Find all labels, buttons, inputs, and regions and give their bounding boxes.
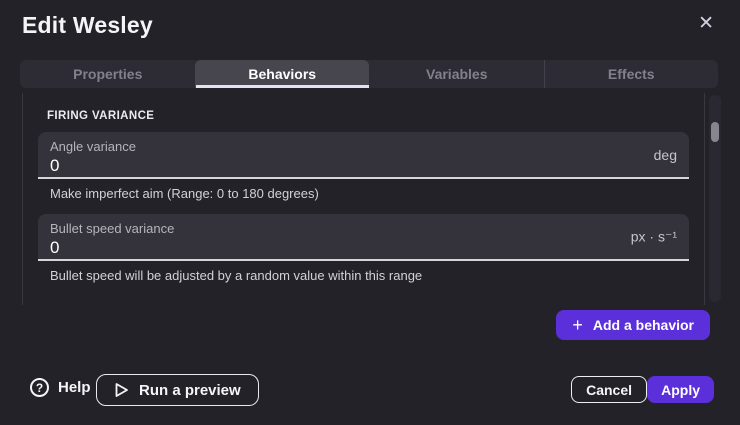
add-behavior-label: Add a behavior <box>592 317 694 333</box>
apply-button[interactable]: Apply <box>647 376 714 403</box>
help-button[interactable]: ? Help <box>30 378 91 397</box>
angle-variance-unit: deg <box>653 146 677 163</box>
help-label: Help <box>58 379 91 396</box>
angle-variance-help: Make imperfect aim (Range: 0 to 180 degr… <box>50 186 319 201</box>
page-title: Edit Wesley <box>22 12 153 38</box>
bullet-speed-variance-label: Bullet speed variance <box>50 221 175 236</box>
scrollbar-track[interactable] <box>709 95 721 302</box>
bullet-speed-variance-unit: px · s⁻¹ <box>630 228 677 244</box>
add-behavior-button[interactable]: + Add a behavior <box>556 310 710 340</box>
run-preview-label: Run a preview <box>139 381 241 399</box>
tab-behaviors[interactable]: Behaviors <box>194 60 369 88</box>
plus-icon: + <box>572 315 583 335</box>
angle-variance-label: Angle variance <box>50 139 136 154</box>
run-preview-button[interactable]: Run a preview <box>96 374 259 406</box>
angle-variance-field[interactable]: Angle variance deg <box>38 132 689 179</box>
help-icon: ? <box>30 378 49 397</box>
behaviors-scroll-area: FIRING VARIANCE Angle variance deg Make … <box>22 93 705 305</box>
tab-properties[interactable]: Properties <box>73 66 143 82</box>
angle-variance-input[interactable] <box>50 156 470 176</box>
bullet-speed-variance-help: Bullet speed will be adjusted by a rando… <box>50 268 423 283</box>
close-icon[interactable]: ✕ <box>698 13 714 34</box>
bullet-speed-variance-field[interactable]: Bullet speed variance px · s⁻¹ <box>38 214 689 261</box>
cancel-button[interactable]: Cancel <box>571 376 647 403</box>
tab-effects[interactable]: Effects <box>543 60 719 88</box>
play-icon <box>115 383 128 397</box>
bullet-speed-variance-input[interactable] <box>50 238 470 258</box>
scrollbar-thumb[interactable] <box>711 122 719 142</box>
tab-bar: Properties Behaviors Variables Effects <box>20 60 718 88</box>
section-heading: FIRING VARIANCE <box>47 110 155 122</box>
tab-variables[interactable]: Variables <box>426 66 488 82</box>
